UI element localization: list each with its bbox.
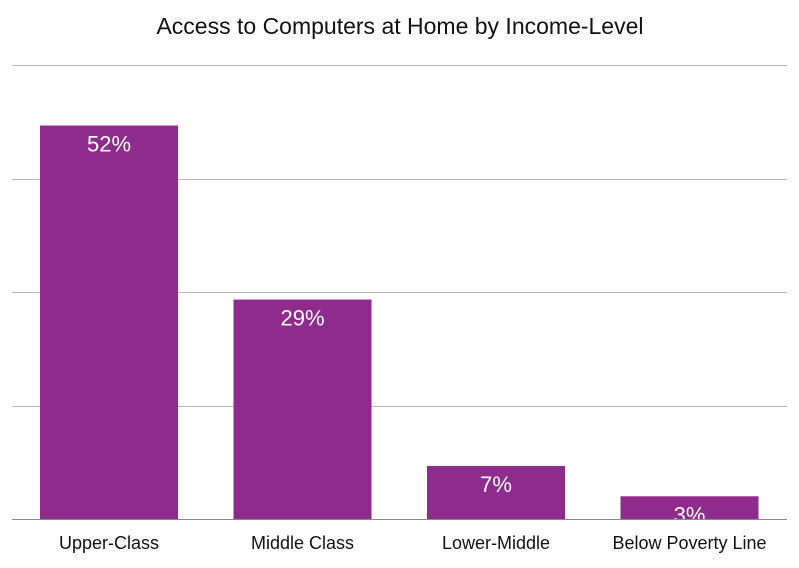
- bar-value-label: 52%: [87, 132, 131, 157]
- bar: [620, 496, 759, 519]
- x-tick-labels: Upper-Class Middle Class Lower-Middle Below…: [59, 533, 767, 553]
- bar-value-label: 7%: [480, 472, 512, 497]
- bars: [40, 125, 759, 520]
- x-tick-label: Upper-Class: [59, 533, 159, 553]
- bar: [233, 299, 372, 519]
- x-tick-label: Lower-Middle: [442, 533, 550, 553]
- chart-title: Access to Computers at Home by Income-Le…: [156, 13, 643, 39]
- bar-value-label: 3%: [674, 502, 706, 527]
- data-labels: 52% 29% 7% 3%: [87, 132, 705, 528]
- x-tick-label: Middle Class: [251, 533, 354, 553]
- bar: [40, 125, 178, 520]
- bar: [427, 466, 565, 519]
- bar-value-label: 29%: [280, 306, 324, 331]
- x-tick-label: Below Poverty Line: [612, 533, 766, 553]
